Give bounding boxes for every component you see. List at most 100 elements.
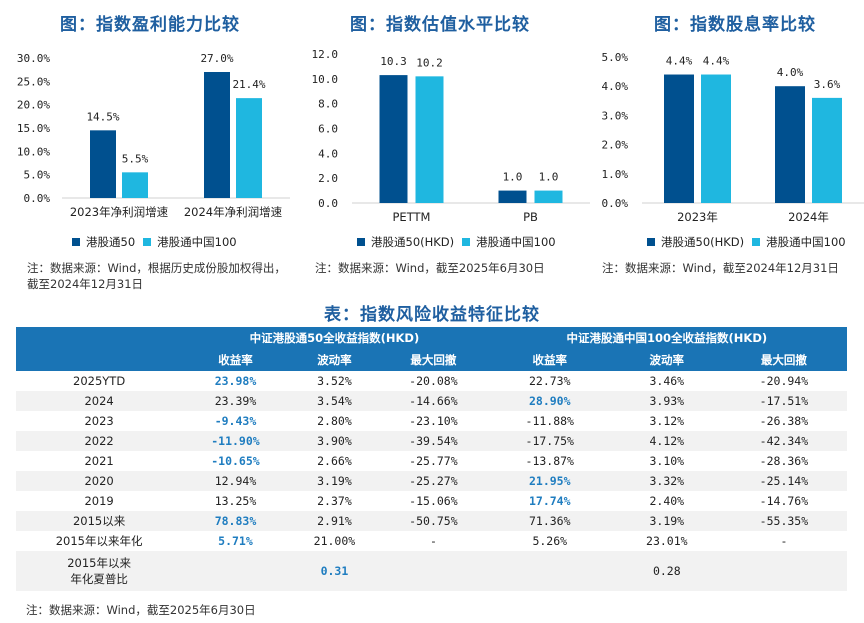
data-label: 21.4% bbox=[232, 78, 265, 91]
table-cell: 2.66% bbox=[317, 454, 352, 468]
table-cell: 0.31 bbox=[288, 551, 381, 591]
x-tick-label: PETTM bbox=[393, 210, 431, 224]
table-cell: 13.25% bbox=[214, 494, 257, 508]
table-cell: -39.54% bbox=[380, 431, 487, 451]
table-cell: -14.66% bbox=[380, 391, 487, 411]
table-cell: 3.10% bbox=[649, 454, 685, 468]
legend-label: 港股通50(HKD) bbox=[371, 235, 455, 249]
column-header: 波动率 bbox=[317, 353, 352, 367]
table-cell: 4.12% bbox=[612, 431, 721, 451]
table-cell: -25.77% bbox=[409, 454, 458, 468]
table-cell: - bbox=[429, 534, 437, 548]
table-cell: 22.73% bbox=[528, 374, 571, 388]
legend-swatch-series2 bbox=[752, 238, 761, 246]
table-cell: 2.37% bbox=[317, 494, 352, 508]
table-cell: -25.14% bbox=[720, 471, 847, 491]
row-label: 2024 bbox=[16, 391, 183, 411]
table-cell: -9.43% bbox=[214, 414, 257, 428]
chart-title-valuation: 图：指数估值水平比较 bbox=[350, 15, 530, 35]
legend-label: 港股通50(HKD) bbox=[661, 235, 745, 249]
table-cell: 3.19% bbox=[612, 511, 721, 531]
table-cell: 28.90% bbox=[486, 391, 613, 411]
legend-valuation: 港股通50(HKD) 港股通中国100 bbox=[357, 234, 556, 250]
table-cell: 23.98% bbox=[214, 374, 257, 388]
y-tick-label: 0.0% bbox=[602, 197, 629, 210]
column-header: 收益率 bbox=[532, 353, 568, 367]
bar bbox=[498, 190, 527, 203]
risk-return-table: 中证港股通50全收益指数(HKD) 中证港股通中国100全收益指数(HKD) 收… bbox=[16, 327, 847, 591]
row-label: 2015年以来 年化夏普比 bbox=[16, 551, 183, 591]
legend-label: 港股通中国100 bbox=[476, 235, 556, 249]
table-cell: 0.28 bbox=[612, 551, 721, 591]
chart-title-dividend: 图：指数股息率比较 bbox=[654, 15, 816, 35]
bar bbox=[701, 74, 731, 203]
y-tick-label: 3.0% bbox=[602, 109, 629, 122]
chart-valuation: 0.0 2.0 4.0 6.0 8.0 10.0 12.0 10.3 10.2 PETTM 1.0 1… bbox=[312, 48, 590, 224]
y-tick-label: 0.0 bbox=[318, 197, 338, 210]
bar bbox=[534, 190, 563, 203]
table-cell: - bbox=[780, 534, 788, 548]
table-cell: 5.26% bbox=[532, 534, 568, 548]
note-dividend: 注：数据来源：Wind，截至2024年12月31日 bbox=[602, 261, 839, 275]
y-tick-label: 30.0% bbox=[17, 52, 50, 65]
y-tick-label: 4.0% bbox=[602, 80, 629, 93]
table-cell: 3.93% bbox=[612, 391, 721, 411]
y-tick-label: 10.0 bbox=[312, 73, 339, 86]
table-cell: -20.08% bbox=[409, 374, 458, 388]
bar bbox=[122, 172, 148, 198]
table-cell: -15.06% bbox=[409, 494, 458, 508]
table-row: 2024 23.39% 3.54% -14.66% 28.90% 3.93% -17.51% bbox=[16, 391, 847, 411]
y-tick-label: 25.0% bbox=[17, 75, 50, 88]
y-tick-label: 8.0 bbox=[318, 98, 338, 111]
legend-label: 港股通中国100 bbox=[766, 235, 846, 249]
table-group-header: 中证港股通50全收益指数(HKD) 中证港股通中国100全收益指数(HKD) bbox=[16, 327, 847, 349]
table-cell: 23.01% bbox=[646, 534, 688, 548]
table-cell: 3.12% bbox=[649, 414, 685, 428]
table-row: 2022 -11.90% 3.90% -39.54% -17.75% 4.12% -42.3… bbox=[16, 431, 847, 451]
table-cell: 3.46% bbox=[649, 374, 685, 388]
bar bbox=[379, 75, 408, 203]
table-row: 2023 -9.43% 2.80% -23.10% -11.88% 3.12% -26.38… bbox=[16, 411, 847, 431]
row-label: 2025YTD bbox=[73, 374, 126, 388]
bar bbox=[415, 76, 444, 203]
table-cell: 78.83% bbox=[182, 511, 289, 531]
x-tick-label: 2024年 bbox=[788, 210, 829, 224]
table-row: 2015年以来 年化夏普比 0.31 0.28 bbox=[16, 551, 847, 591]
table-row: 2015年以来年化 5.71% 21.00% - 5.26% 23.01% - bbox=[16, 531, 847, 551]
table-column-header: 收益率 波动率 最大回撤 收益率 波动率 最大回撤 bbox=[16, 349, 847, 371]
table-cell: 12.94% bbox=[182, 471, 289, 491]
data-label: 10.3 bbox=[380, 55, 407, 68]
y-tick-label: 5.0% bbox=[24, 169, 51, 182]
bar bbox=[775, 86, 805, 203]
chart-profitability: 0.0% 5.0% 10.0% 15.0% 20.0% 25.0% 30.0% 14.5% 5.… bbox=[17, 52, 290, 219]
legend-label: 港股通中国100 bbox=[157, 235, 237, 249]
table-cell: -23.10% bbox=[409, 414, 458, 428]
table-cell bbox=[182, 551, 289, 591]
data-label: 4.4% bbox=[703, 55, 730, 68]
column-header: 最大回撤 bbox=[760, 353, 807, 367]
group-header: 中证港股通50全收益指数(HKD) bbox=[249, 331, 420, 345]
data-label: 4.0% bbox=[777, 66, 804, 79]
column-header: 最大回撤 bbox=[410, 353, 457, 367]
note-valuation: 注：数据来源：Wind，截至2025年6月30日 bbox=[315, 261, 545, 275]
row-label: 2022 bbox=[16, 431, 183, 451]
table-cell: 23.39% bbox=[182, 391, 289, 411]
y-tick-label: 20.0% bbox=[17, 99, 50, 112]
x-tick-label: PB bbox=[523, 210, 538, 224]
table-cell: -17.51% bbox=[720, 391, 847, 411]
legend-swatch-series1 bbox=[72, 238, 80, 246]
table-cell: 3.32% bbox=[612, 471, 721, 491]
column-header: 收益率 bbox=[218, 353, 253, 367]
table-cell: 3.52% bbox=[317, 374, 352, 388]
legend-swatch-series1 bbox=[647, 238, 655, 246]
row-label: 2015以来 bbox=[16, 511, 183, 531]
data-label: 1.0 bbox=[503, 171, 523, 184]
bar bbox=[204, 72, 230, 198]
table-cell: -20.94% bbox=[759, 374, 809, 388]
y-tick-label: 0.0% bbox=[24, 192, 51, 205]
table-cell bbox=[486, 551, 613, 591]
legend-swatch-series2 bbox=[143, 238, 152, 246]
y-tick-label: 4.0 bbox=[318, 147, 338, 160]
y-tick-label: 10.0% bbox=[17, 145, 50, 158]
row-label: 2015年以来年化 bbox=[55, 534, 143, 548]
